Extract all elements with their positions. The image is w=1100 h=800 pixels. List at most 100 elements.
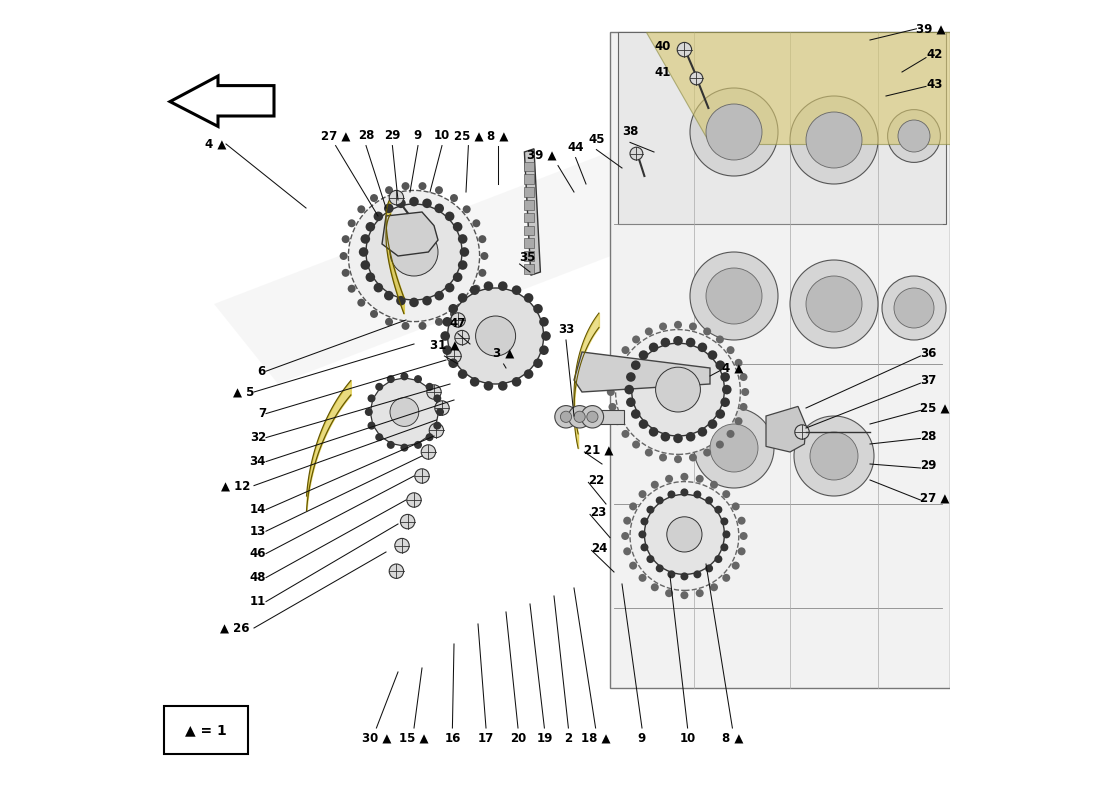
Circle shape bbox=[689, 322, 697, 330]
Text: 11: 11 bbox=[250, 595, 266, 608]
Circle shape bbox=[690, 88, 778, 176]
Circle shape bbox=[806, 276, 862, 332]
Text: 34: 34 bbox=[250, 455, 266, 468]
Text: 29: 29 bbox=[384, 130, 400, 142]
Circle shape bbox=[440, 331, 450, 341]
Text: 48: 48 bbox=[250, 571, 266, 584]
Circle shape bbox=[659, 322, 667, 330]
Circle shape bbox=[735, 417, 743, 425]
Circle shape bbox=[365, 272, 375, 282]
Text: ▲ 12: ▲ 12 bbox=[221, 479, 250, 492]
Circle shape bbox=[541, 331, 551, 341]
Circle shape bbox=[460, 247, 470, 257]
Circle shape bbox=[697, 427, 707, 437]
Circle shape bbox=[375, 433, 383, 441]
Text: 10: 10 bbox=[433, 130, 450, 142]
Circle shape bbox=[639, 350, 648, 360]
Circle shape bbox=[409, 298, 419, 307]
Circle shape bbox=[422, 296, 432, 306]
Bar bbox=[525, 238, 533, 248]
Bar bbox=[525, 251, 533, 261]
Text: 24: 24 bbox=[592, 542, 608, 554]
Circle shape bbox=[629, 562, 637, 570]
Circle shape bbox=[472, 285, 481, 293]
Circle shape bbox=[714, 506, 723, 514]
Circle shape bbox=[690, 252, 778, 340]
Polygon shape bbox=[170, 76, 274, 126]
Circle shape bbox=[614, 417, 622, 425]
Circle shape bbox=[649, 342, 659, 352]
Circle shape bbox=[434, 186, 443, 194]
Circle shape bbox=[738, 547, 746, 555]
Circle shape bbox=[790, 96, 878, 184]
Circle shape bbox=[666, 475, 673, 483]
Bar bbox=[525, 226, 533, 235]
Bar bbox=[525, 200, 533, 210]
Circle shape bbox=[616, 330, 740, 454]
Circle shape bbox=[667, 517, 702, 552]
Text: 43: 43 bbox=[926, 78, 943, 90]
Circle shape bbox=[630, 147, 642, 160]
Circle shape bbox=[385, 318, 393, 326]
Circle shape bbox=[484, 381, 493, 390]
Bar bbox=[525, 264, 533, 274]
Circle shape bbox=[645, 327, 652, 335]
Circle shape bbox=[389, 564, 404, 578]
Circle shape bbox=[387, 441, 395, 449]
Circle shape bbox=[626, 372, 636, 382]
Circle shape bbox=[402, 182, 409, 190]
Circle shape bbox=[651, 583, 659, 591]
Circle shape bbox=[434, 318, 443, 326]
Polygon shape bbox=[618, 32, 946, 224]
Circle shape bbox=[524, 370, 534, 379]
Circle shape bbox=[710, 481, 718, 489]
Circle shape bbox=[715, 360, 725, 370]
Circle shape bbox=[340, 252, 348, 260]
Circle shape bbox=[433, 394, 441, 402]
Circle shape bbox=[534, 304, 542, 314]
Circle shape bbox=[366, 204, 462, 300]
Circle shape bbox=[720, 372, 730, 382]
Circle shape bbox=[342, 269, 350, 277]
Circle shape bbox=[810, 432, 858, 480]
Circle shape bbox=[421, 445, 436, 459]
Circle shape bbox=[581, 406, 604, 428]
Text: 18 ▲: 18 ▲ bbox=[581, 732, 611, 745]
Circle shape bbox=[678, 42, 692, 57]
Text: 17: 17 bbox=[477, 732, 494, 745]
Circle shape bbox=[714, 555, 723, 563]
Circle shape bbox=[478, 235, 486, 243]
Circle shape bbox=[706, 104, 762, 160]
Text: 4 ▲: 4 ▲ bbox=[722, 362, 744, 374]
Circle shape bbox=[794, 416, 874, 496]
Circle shape bbox=[739, 403, 748, 411]
Circle shape bbox=[640, 543, 649, 551]
Text: 22: 22 bbox=[588, 474, 605, 486]
Circle shape bbox=[463, 206, 471, 214]
Circle shape bbox=[716, 335, 724, 343]
Polygon shape bbox=[214, 144, 694, 384]
Text: 46: 46 bbox=[250, 547, 266, 560]
Circle shape bbox=[374, 283, 383, 293]
Circle shape bbox=[429, 423, 443, 438]
Circle shape bbox=[407, 493, 421, 507]
Circle shape bbox=[882, 276, 946, 340]
Bar bbox=[525, 213, 533, 222]
Text: 20: 20 bbox=[510, 732, 526, 745]
Circle shape bbox=[458, 260, 468, 270]
Text: 21 ▲: 21 ▲ bbox=[584, 443, 614, 456]
Circle shape bbox=[402, 322, 409, 330]
Text: 35: 35 bbox=[519, 251, 536, 264]
Circle shape bbox=[415, 469, 429, 483]
Circle shape bbox=[434, 203, 444, 213]
Circle shape bbox=[409, 197, 419, 206]
Circle shape bbox=[478, 269, 486, 277]
Circle shape bbox=[426, 433, 433, 441]
Circle shape bbox=[560, 411, 572, 422]
Circle shape bbox=[387, 375, 395, 383]
Circle shape bbox=[367, 422, 375, 430]
Circle shape bbox=[694, 408, 774, 488]
Circle shape bbox=[463, 298, 471, 306]
Circle shape bbox=[361, 234, 370, 244]
Circle shape bbox=[666, 589, 673, 597]
